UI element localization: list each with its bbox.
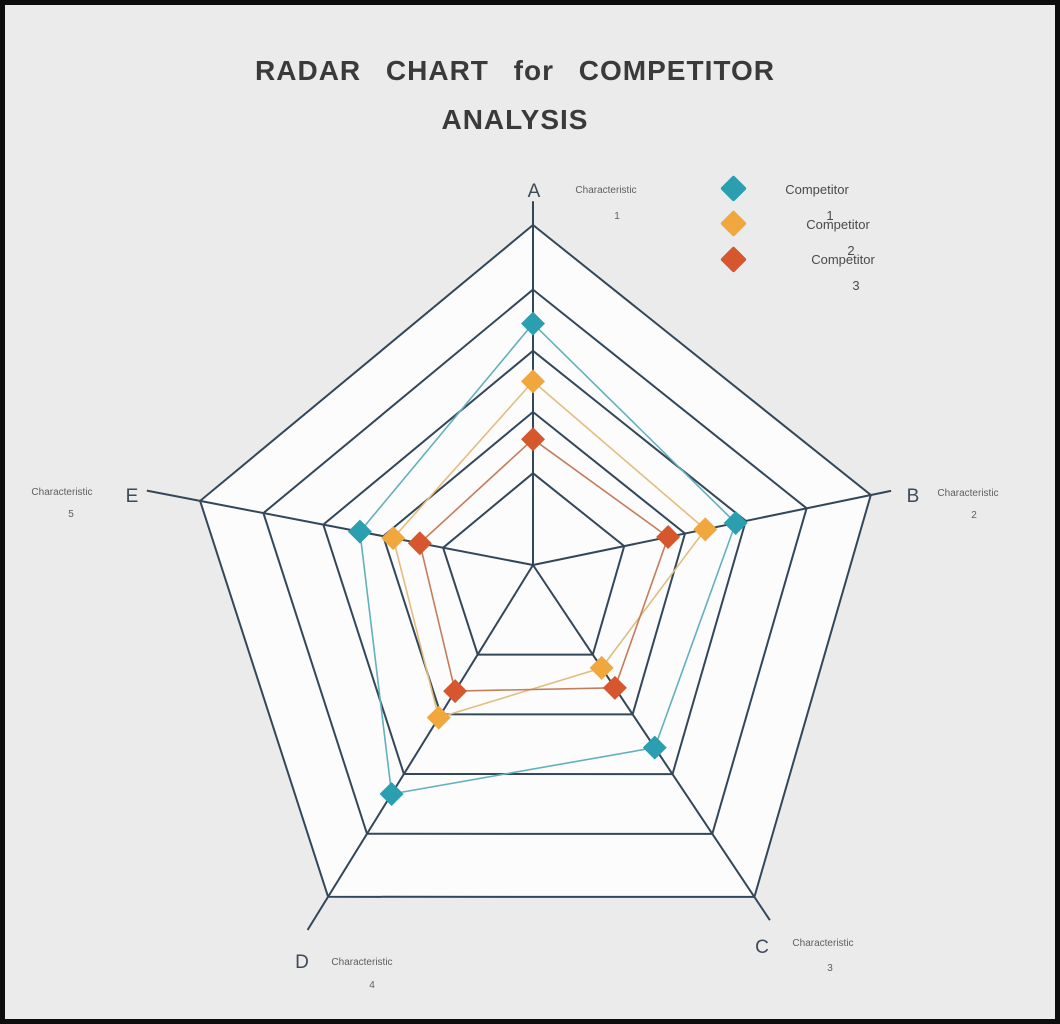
axis-letter-D: D (295, 952, 309, 973)
marker-competitor-2-C (589, 655, 614, 680)
grid-ring-4 (262, 288, 808, 835)
axis-characteristic-label-C: Characteristic (792, 938, 853, 949)
chart-area-background (200, 225, 871, 897)
axis-characteristic-label-A: Characteristic (575, 185, 636, 196)
marker-competitor-3-C (602, 675, 627, 700)
axis-characteristic-number-A: 1 (614, 211, 620, 222)
marker-competitor-1-E (347, 519, 372, 544)
axis-letter-B: B (907, 486, 920, 507)
axis-characteristic-number-D: 4 (369, 980, 375, 991)
axis-characteristic-label-B: Characteristic (937, 488, 998, 499)
grid-ring-3 (322, 349, 747, 776)
axis-line-E (146, 489, 534, 566)
series-line-competitor-1 (359, 322, 737, 795)
marker-competitor-2-E (381, 526, 406, 551)
marker-competitor-3-E (407, 531, 432, 556)
grid-ring-5 (198, 223, 872, 898)
marker-competitor-2-A (521, 369, 545, 394)
grid-ring-1 (441, 471, 626, 656)
chart-title-line2: ANALYSIS (441, 104, 589, 135)
series-line-competitor-2 (392, 380, 707, 719)
axis-line-D (306, 564, 534, 931)
marker-competitor-1-D (379, 781, 404, 806)
radar-chart: A Characteristic 1 B Characteristic 2 C Charact… (31, 181, 998, 991)
axis-characteristic-number-C: 3 (827, 963, 833, 974)
marker-competitor-3-A (521, 427, 545, 452)
axis-characteristic-label-D: Characteristic (331, 957, 392, 968)
grid-ring-2 (382, 410, 687, 716)
axis-characteristic-number-B: 2 (971, 510, 977, 521)
marker-competitor-3-B (656, 525, 681, 550)
marker-competitor-1-B (723, 511, 748, 536)
marker-competitor-2-D (426, 705, 451, 730)
marker-competitor-3-D (443, 679, 468, 704)
marker-competitor-2-B (693, 517, 718, 542)
series-line-competitor-3 (418, 438, 670, 692)
chart-title-line1: RADAR CHART for COMPETITOR (255, 55, 775, 86)
axis-letter-C: C (755, 937, 769, 958)
axis-letter-A: A (528, 181, 541, 202)
chart-title: RADAR CHART for COMPETITOR ANALYSIS (5, 57, 1025, 134)
marker-competitor-1-A (521, 311, 545, 336)
axis-characteristic-label-E: Characteristic (31, 487, 92, 498)
axis-letter-E: E (126, 486, 139, 507)
marker-competitor-1-C (642, 735, 667, 760)
axis-characteristic-number-E: 5 (68, 509, 74, 520)
